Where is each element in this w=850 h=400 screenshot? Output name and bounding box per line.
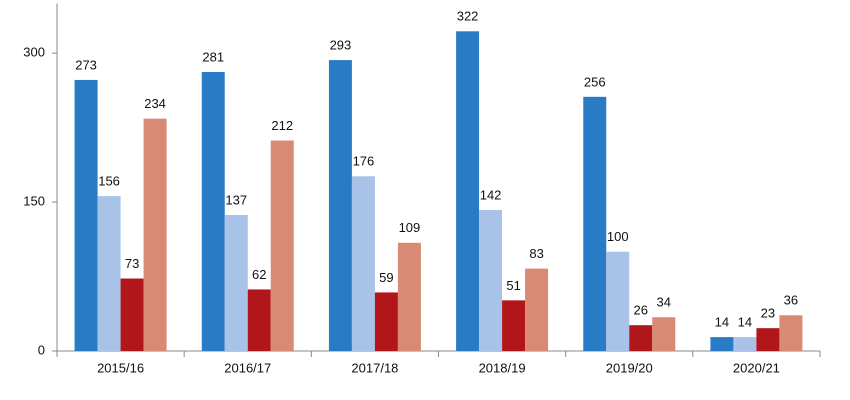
bar [351, 176, 375, 351]
bar [143, 118, 167, 352]
bar [120, 278, 144, 351]
bar [224, 214, 248, 351]
bar [779, 315, 803, 351]
bar [606, 251, 630, 351]
value-label: 293 [330, 38, 352, 53]
value-label: 281 [202, 49, 224, 64]
bar [652, 317, 676, 351]
bar [502, 300, 526, 351]
bar [479, 210, 503, 351]
value-label: 273 [75, 57, 97, 72]
bar [270, 140, 294, 351]
value-label: 59 [379, 270, 393, 285]
y-tick-label: 150 [23, 194, 45, 209]
bar [74, 79, 98, 351]
x-tick-label: 2019/20 [606, 360, 653, 375]
value-label: 51 [506, 278, 520, 293]
bar [97, 196, 121, 351]
value-label: 322 [457, 9, 479, 24]
value-label: 176 [353, 154, 375, 169]
value-label: 109 [399, 220, 421, 235]
y-tick-label: 0 [38, 342, 45, 357]
bar [374, 292, 398, 351]
bar [397, 242, 421, 351]
bar [629, 325, 653, 351]
x-tick-label: 2017/18 [351, 360, 398, 375]
value-label: 62 [252, 267, 266, 282]
x-tick-label: 2016/17 [224, 360, 271, 375]
bar [733, 337, 757, 351]
value-label: 212 [271, 118, 293, 133]
value-label: 100 [607, 229, 629, 244]
x-tick-label: 2015/16 [97, 360, 144, 375]
bar [583, 96, 607, 351]
value-label: 156 [98, 174, 120, 189]
value-label: 23 [761, 306, 775, 321]
value-label: 26 [634, 303, 648, 318]
value-label: 14 [738, 315, 752, 330]
value-label: 234 [144, 96, 166, 111]
bar [756, 328, 780, 351]
value-label: 83 [529, 246, 543, 261]
value-label: 256 [584, 74, 606, 89]
bar [328, 60, 352, 351]
value-label: 14 [715, 315, 729, 330]
bar [456, 31, 480, 352]
y-tick-label: 300 [23, 45, 45, 60]
value-label: 142 [480, 187, 502, 202]
bar [525, 268, 549, 351]
x-tick-label: 2020/21 [733, 360, 780, 375]
bar [710, 337, 734, 351]
bar [201, 72, 225, 351]
bar [247, 289, 271, 351]
x-tick-label: 2018/19 [479, 360, 526, 375]
value-label: 137 [225, 192, 247, 207]
value-label: 36 [784, 293, 798, 308]
value-label: 73 [125, 256, 139, 271]
value-label: 34 [657, 295, 671, 310]
